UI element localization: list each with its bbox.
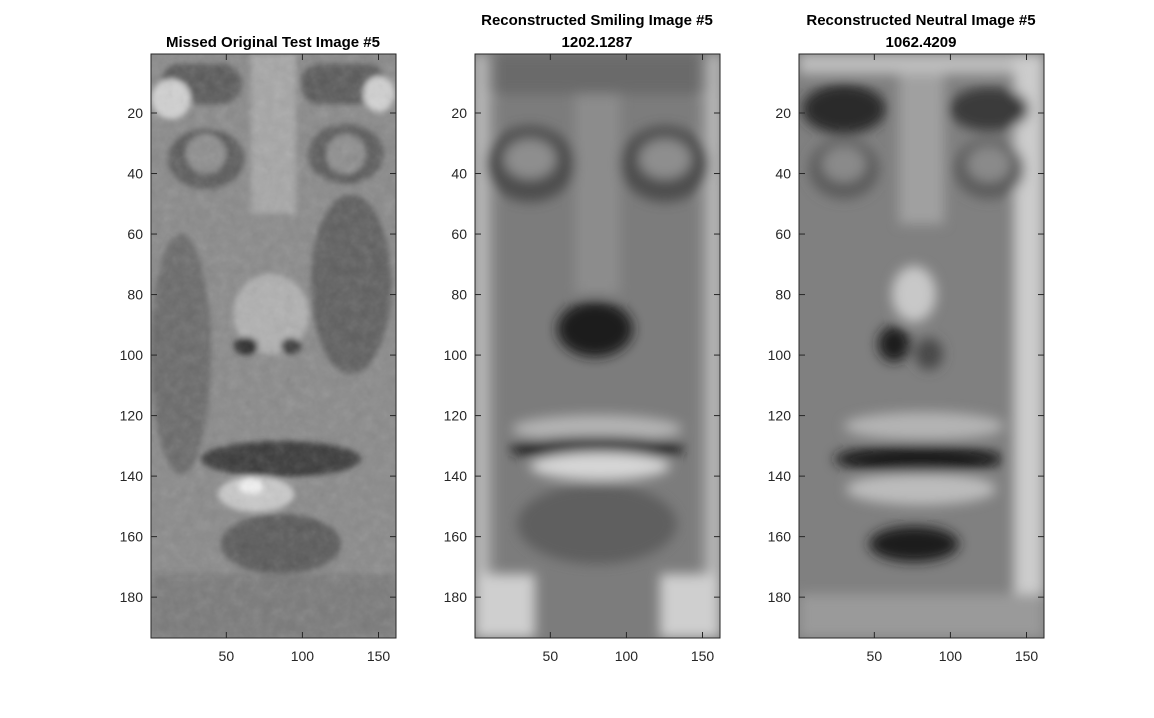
x-tick-label: 100 xyxy=(291,648,315,664)
axis-ticks: 50 100 150 20 40 60 80 100 120 140 160 180 xyxy=(768,54,1044,664)
panel-reconstructed-neutral: Reconstructed Neutral Image #5 1062.4209 xyxy=(768,12,1045,664)
y-tick-label: 60 xyxy=(451,226,467,242)
axes-box xyxy=(474,53,721,639)
axis-ticks: 50 100 150 20 40 60 80 100 120 140 160 180 xyxy=(120,54,396,664)
face-image xyxy=(475,54,720,638)
x-tick-label: 100 xyxy=(939,648,963,664)
axis-ticks: 50 100 150 20 40 60 80 100 120 140 160 180 xyxy=(444,54,720,664)
y-tick-label: 40 xyxy=(451,166,467,182)
y-tick-label: 100 xyxy=(768,347,792,363)
y-tick-label: 20 xyxy=(775,105,791,121)
x-tick-label: 50 xyxy=(543,648,559,664)
x-tick-label: 100 xyxy=(615,648,639,664)
y-tick-label: 180 xyxy=(768,589,792,605)
panel-subtitle: 1062.4209 xyxy=(886,34,957,51)
y-tick-label: 20 xyxy=(451,105,467,121)
x-tick-label: 150 xyxy=(367,648,391,664)
y-tick-label: 100 xyxy=(120,347,144,363)
axes-box xyxy=(150,53,397,639)
y-tick-label: 80 xyxy=(775,287,791,303)
y-tick-label: 120 xyxy=(120,408,144,424)
panel-reconstructed-smiling: Reconstructed Smiling Image #5 1202.1287 xyxy=(444,12,721,664)
y-tick-label: 140 xyxy=(120,468,144,484)
y-tick-label: 40 xyxy=(775,166,791,182)
y-tick-label: 160 xyxy=(444,529,468,545)
panel-title: Reconstructed Neutral Image #5 xyxy=(806,12,1035,29)
y-tick-label: 120 xyxy=(768,408,792,424)
y-tick-label: 160 xyxy=(120,529,144,545)
y-tick-label: 160 xyxy=(768,529,792,545)
y-tick-label: 140 xyxy=(444,468,468,484)
x-tick-label: 150 xyxy=(691,648,715,664)
y-tick-label: 60 xyxy=(127,226,143,242)
panel-title: Reconstructed Smiling Image #5 xyxy=(481,12,713,29)
x-tick-label: 50 xyxy=(219,648,235,664)
panel-subtitle: 1202.1287 xyxy=(562,34,633,51)
x-tick-label: 150 xyxy=(1015,648,1039,664)
face-image xyxy=(799,54,1044,638)
y-tick-label: 180 xyxy=(444,589,468,605)
y-tick-label: 120 xyxy=(444,408,468,424)
y-tick-label: 40 xyxy=(127,166,143,182)
axes-box xyxy=(798,53,1045,639)
face-image xyxy=(151,54,396,638)
y-tick-label: 20 xyxy=(127,105,143,121)
y-tick-label: 100 xyxy=(444,347,468,363)
panel-missed-original: Missed Original Test Image #5 xyxy=(120,34,397,664)
y-tick-label: 60 xyxy=(775,226,791,242)
y-tick-label: 80 xyxy=(451,287,467,303)
y-tick-label: 140 xyxy=(768,468,792,484)
x-tick-label: 50 xyxy=(867,648,883,664)
panel-title: Missed Original Test Image #5 xyxy=(166,34,380,51)
y-tick-label: 180 xyxy=(120,589,144,605)
y-tick-label: 80 xyxy=(127,287,143,303)
